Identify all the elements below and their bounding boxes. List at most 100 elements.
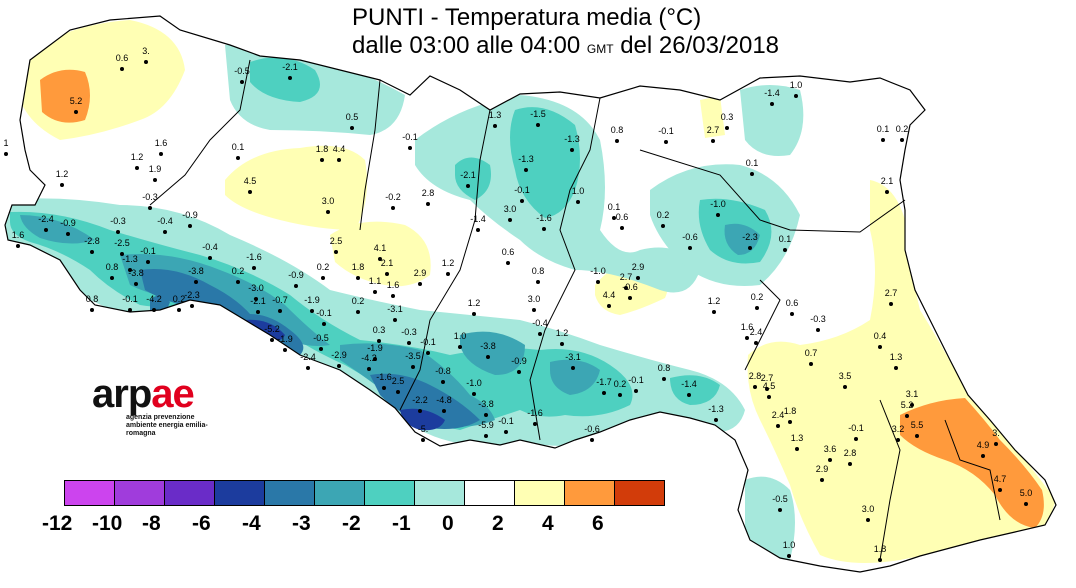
station-value: -1.9 xyxy=(277,334,293,344)
station-dot xyxy=(144,60,148,64)
station-value: -0.1 xyxy=(628,375,644,385)
station-dot xyxy=(795,447,799,451)
station-dot xyxy=(714,418,718,422)
station-value: -1.3 xyxy=(708,404,724,414)
station-point: 1.8 xyxy=(316,144,328,162)
station-point: -0.1 xyxy=(402,132,418,150)
station-point: -1.6 xyxy=(527,408,543,426)
station-dot xyxy=(334,250,338,254)
station-point: 0.2 xyxy=(173,294,185,312)
station-value: 1.6 xyxy=(12,230,25,240)
station-dot xyxy=(755,306,759,310)
station-value: 1.6 xyxy=(741,322,754,332)
station-dot xyxy=(725,126,729,130)
station-dot xyxy=(905,414,909,418)
station-dot xyxy=(612,216,616,220)
station-point: 0.2 xyxy=(317,262,329,280)
legend-swatch xyxy=(265,481,315,505)
station-value: 0.2 xyxy=(614,379,627,389)
station-value: 0.7 xyxy=(805,348,818,358)
station-dot xyxy=(596,280,600,284)
station-dot xyxy=(504,430,508,434)
station-point: 2.1 xyxy=(881,176,893,194)
station-point: 0.4 xyxy=(874,331,886,349)
station-point: -0.8 xyxy=(435,366,451,384)
station-point: -1.3 xyxy=(122,254,138,272)
station-dot xyxy=(484,413,488,417)
station-point: 1.2 xyxy=(708,296,720,314)
station-dot xyxy=(636,276,640,280)
station-dot xyxy=(110,276,114,280)
station-dot xyxy=(90,250,94,254)
station-dot xyxy=(538,332,542,336)
station-value: -2.4 xyxy=(300,352,316,362)
station-point: -3.0 xyxy=(248,283,264,301)
station-point: -5.2 xyxy=(264,324,280,342)
station-value: 1.9 xyxy=(149,164,162,174)
station-dot xyxy=(418,282,422,286)
station-point: -3.1 xyxy=(565,352,581,370)
station-dot xyxy=(885,190,889,194)
station-value: -3.8 xyxy=(478,399,494,409)
station-dot xyxy=(820,478,824,482)
station-point: -2.1 xyxy=(460,170,476,188)
station-value: -3.5 xyxy=(405,351,421,361)
station-value: -1.6 xyxy=(536,213,552,223)
station-point: 5.2 xyxy=(901,400,913,418)
station-dot xyxy=(783,248,787,252)
station-dot xyxy=(393,318,397,322)
station-value: 4.4 xyxy=(333,144,346,154)
station-dot xyxy=(288,76,292,80)
station-value: 0.3 xyxy=(373,325,386,335)
station-dot xyxy=(520,199,524,203)
station-dot xyxy=(767,395,771,399)
station-dot xyxy=(560,342,564,346)
station-point: 2.8 xyxy=(749,371,761,389)
station-point: -2.5 xyxy=(114,238,130,256)
station-value: -0.8 xyxy=(435,366,451,376)
station-value: 4.7 xyxy=(994,474,1007,484)
station-point: 5.2 xyxy=(70,96,82,114)
station-value: -0.5 xyxy=(772,494,788,504)
station-dot xyxy=(843,385,847,389)
station-point: -0.4 xyxy=(157,216,173,234)
station-dot xyxy=(373,290,377,294)
station-dot xyxy=(391,294,395,298)
station-point: -2.4 xyxy=(38,214,54,232)
legend-swatch xyxy=(515,481,565,505)
station-value: -1.3 xyxy=(564,134,580,144)
station-dot xyxy=(194,280,198,284)
station-dot xyxy=(153,178,157,182)
station-dot xyxy=(270,338,274,342)
station-dot xyxy=(306,366,310,370)
station-point: -1.4 xyxy=(470,214,486,232)
station-dot xyxy=(148,206,152,210)
station-dot xyxy=(745,336,749,340)
station-point: 1.8 xyxy=(784,406,796,424)
station-value: -2.3 xyxy=(184,290,200,300)
station-value: 3.5 xyxy=(839,371,852,381)
station-point: -0.1 xyxy=(848,423,864,441)
station-dot xyxy=(377,339,381,343)
station-dot xyxy=(493,124,497,128)
logo-subtitle: agenzia prevenzione ambiente energia emi… xyxy=(126,414,208,437)
legend-label: -6 xyxy=(192,512,211,535)
station-dot xyxy=(790,312,794,316)
station-value: -5.2 xyxy=(264,324,280,334)
legend-label: -3 xyxy=(292,512,311,535)
station-dot xyxy=(881,138,885,142)
station-value: 2.7 xyxy=(620,272,633,282)
legend-swatch xyxy=(165,481,215,505)
station-point: 2.7 xyxy=(707,125,719,143)
station-value: 2.9 xyxy=(816,464,829,474)
station-value: -0.2 xyxy=(385,192,401,202)
station-dot xyxy=(570,148,574,152)
station-dot xyxy=(134,282,138,286)
station-value: -0.1 xyxy=(420,337,436,347)
station-dot xyxy=(407,341,411,345)
station-dot xyxy=(116,230,120,234)
station-dot xyxy=(74,110,78,114)
station-point: -5. xyxy=(418,424,428,442)
station-value: 1.8 xyxy=(874,544,887,554)
station-point: 1.1 xyxy=(369,276,381,294)
